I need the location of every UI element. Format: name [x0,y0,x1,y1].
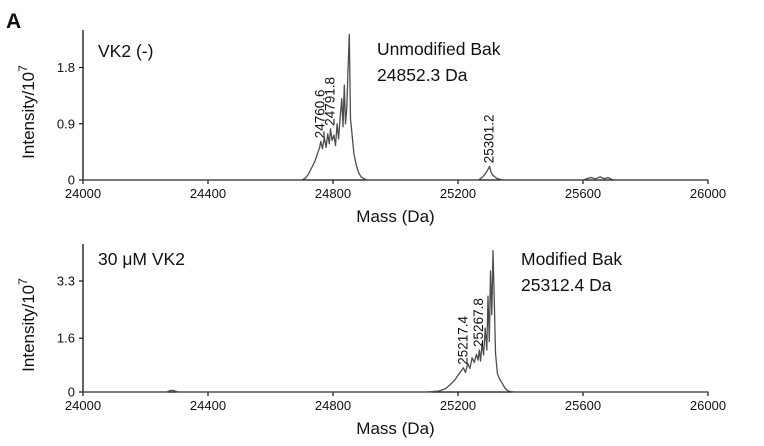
annotation-line: Unmodified Bak [377,39,501,59]
x-tick-label: 25200 [440,186,476,201]
chart-bottom: 24000 24400 24800 25200 25600 26000 0 1.6 3.3 Mas… [16,244,726,438]
panel-label: A [6,10,21,33]
y-tick-label: 1.6 [57,331,75,346]
annotation-line: 25312.4 Da [521,275,612,295]
peak-label: 25301.2 [482,114,497,163]
x-tick-label: 26000 [690,186,726,201]
annotation-line: 24852.3 Da [377,65,468,85]
x-tick-label: 24400 [190,186,226,201]
annotation-line: Modified Bak [521,249,622,269]
x-tick-label: 24800 [315,186,351,201]
spectrum-trace [82,33,709,181]
chart-top: 24000 24400 24800 25200 25600 26000 0 0.9 1.8 Mas… [16,30,726,226]
y-tick-label: 3.3 [57,274,75,289]
y-tick-label: 0 [68,173,75,188]
x-tick-label: 24800 [315,398,351,413]
x-tick-label: 24000 [65,186,101,201]
y-tick-label: 0.9 [57,116,75,131]
condition-label: VK2 (-) [98,41,153,61]
peak-label: 24791.8 [322,77,337,126]
peak-label: 24760.6 [313,89,328,138]
peak-label: 25217.4 [455,315,470,364]
x-tick-label: 24000 [65,398,101,413]
x-tick-label: 25200 [440,398,476,413]
x-tick-label: 25600 [565,186,601,201]
x-axis-label: Mass (Da) [356,207,434,226]
peak-label: 25267.8 [471,298,486,347]
x-axis-label: Mass (Da) [356,419,434,438]
y-axis-label: Intensity/107 [16,65,38,159]
y-tick-label: 0 [68,385,75,400]
x-tick-label: 24400 [190,398,226,413]
spectrum-trace [82,250,709,393]
x-tick-label: 26000 [690,398,726,413]
y-axis-label: Intensity/107 [16,278,38,372]
condition-label: 30 μM VK2 [98,249,185,269]
x-tick-label: 25600 [565,398,601,413]
y-tick-label: 1.8 [57,60,75,75]
